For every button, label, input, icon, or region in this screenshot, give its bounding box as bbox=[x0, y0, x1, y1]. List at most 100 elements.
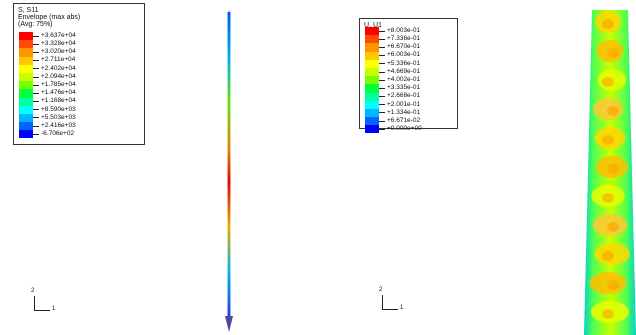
triad-x-label: 1 bbox=[400, 305, 404, 311]
legend-swatch bbox=[19, 97, 33, 106]
legend-value: +5.336e-01 bbox=[387, 59, 421, 67]
stress-legend: S, S11 Envelope (max abs) (Avg: 75%) +3.… bbox=[13, 3, 145, 145]
legend-value: +6.003e-01 bbox=[387, 51, 421, 59]
legend-row: +2.094e+04 bbox=[19, 72, 76, 82]
legend-value: +8.590e+03 bbox=[41, 105, 76, 113]
legend-swatch bbox=[365, 125, 379, 134]
legend-swatch bbox=[19, 32, 33, 41]
contour-blob-core bbox=[602, 135, 614, 145]
legend-swatch bbox=[365, 76, 379, 85]
legend-row: +4.002e-01 bbox=[365, 75, 422, 85]
legend-value: +3.637e+04 bbox=[41, 31, 76, 39]
legend-swatch bbox=[365, 51, 379, 60]
legend-row: +1.168e+04 bbox=[19, 97, 76, 106]
legend-scale: +8.003e-01 +7.336e-01 +6.670e-01 +6.003e-01… bbox=[365, 27, 422, 134]
legend-swatch bbox=[365, 84, 379, 93]
contour-blob-core bbox=[602, 77, 614, 87]
legend-row: +2.416e+03 bbox=[19, 121, 76, 131]
right-viewport: U, U1 +8.003e-01 +7.336e-01 +6.670e-01 +6.0… bbox=[318, 0, 636, 335]
legend-swatch bbox=[365, 27, 379, 36]
legend-row: +4.669e-01 bbox=[365, 67, 422, 77]
contour-blob-core bbox=[607, 280, 619, 290]
legend-swatch bbox=[19, 64, 33, 73]
legend-swatch bbox=[365, 35, 379, 44]
legend-value: +4.669e-01 bbox=[387, 67, 421, 75]
legend-value: +6.671e-02 bbox=[387, 116, 421, 124]
legend-row: +8.003e-01 bbox=[365, 27, 422, 36]
left-viewport: S, S11 Envelope (max abs) (Avg: 75%) +3.… bbox=[13, 3, 233, 332]
legend-row: -6.706e+02 bbox=[19, 130, 76, 139]
legend-value: +2.668e-01 bbox=[387, 92, 421, 100]
legend-value: +1.334e-01 bbox=[387, 108, 421, 116]
legend-row: +3.020e+04 bbox=[19, 48, 76, 57]
legend-title-line: S, S11 bbox=[18, 7, 39, 14]
legend-row: +2.711e+04 bbox=[19, 56, 76, 65]
triad-y-label: 2 bbox=[379, 287, 383, 293]
legend-swatch bbox=[19, 56, 33, 65]
legend-row: +0.000e+00 bbox=[365, 125, 422, 134]
legend-value: +3.335e-01 bbox=[387, 84, 421, 92]
contour-blob-core bbox=[607, 164, 619, 174]
contour-blob-core bbox=[602, 193, 614, 203]
legend-row: +3.637e+04 bbox=[19, 31, 76, 41]
legend-swatch bbox=[19, 122, 33, 131]
legend-swatch bbox=[19, 89, 33, 98]
legend-value: +2.402e+04 bbox=[41, 64, 76, 72]
legend-value: +2.001e-01 bbox=[387, 100, 421, 108]
contour-blob-core bbox=[602, 19, 614, 29]
legend-row: +2.402e+04 bbox=[19, 64, 76, 73]
legend-swatch bbox=[365, 100, 379, 109]
displacement-contour-model bbox=[584, 10, 636, 335]
legend-swatch bbox=[19, 72, 33, 82]
legend-swatch bbox=[19, 81, 33, 90]
legend-value: +1.476e+04 bbox=[41, 89, 76, 97]
legend-value: +2.416e+03 bbox=[41, 121, 76, 129]
legend-row: +1.334e-01 bbox=[365, 108, 422, 118]
displacement-legend: U, U1 +8.003e-01 +7.336e-01 +6.670e-01 +6.0… bbox=[359, 18, 458, 134]
legend-row: +1.785e+04 bbox=[19, 81, 76, 90]
triad-x-label: 1 bbox=[52, 306, 56, 312]
legend-value: +1.168e+04 bbox=[41, 97, 76, 105]
legend-row: +6.670e-01 bbox=[365, 43, 422, 52]
axis-triad: 2 1 bbox=[31, 288, 62, 316]
legend-row: +7.336e-01 bbox=[365, 35, 422, 44]
legend-row: +2.668e-01 bbox=[365, 92, 422, 101]
beam-model bbox=[225, 10, 233, 332]
contour-blob-core bbox=[607, 48, 619, 58]
legend-row: +6.003e-01 bbox=[365, 51, 422, 60]
legend-value: +6.670e-01 bbox=[387, 43, 421, 51]
legend-swatch bbox=[19, 40, 33, 49]
legend-value: +0.000e+00 bbox=[387, 125, 422, 133]
legend-title-line: U, U1 bbox=[364, 22, 382, 29]
contour-blob-core bbox=[607, 222, 619, 232]
axis-triad: 2 1 bbox=[379, 287, 410, 315]
contour-blob-core bbox=[607, 106, 619, 116]
legend-title-line: Envelope (max abs) bbox=[18, 14, 81, 21]
legend-swatch bbox=[365, 59, 379, 68]
legend-swatch bbox=[365, 108, 379, 118]
legend-title-line: (Avg: 75%) bbox=[18, 21, 53, 28]
legend-row: +6.671e-02 bbox=[365, 116, 422, 126]
legend-value: +4.002e-01 bbox=[387, 75, 421, 83]
legend-value: -6.706e+02 bbox=[41, 130, 75, 138]
legend-swatch bbox=[365, 67, 379, 77]
legend-swatch bbox=[19, 105, 33, 114]
legend-row: +5.503e+03 bbox=[19, 113, 76, 123]
legend-row: +2.001e-01 bbox=[365, 100, 422, 109]
legend-value: +5.503e+03 bbox=[41, 113, 76, 121]
legend-value: +2.711e+04 bbox=[41, 56, 76, 64]
legend-value: +3.328e+04 bbox=[41, 40, 76, 48]
legend-row: +5.336e-01 bbox=[365, 59, 422, 68]
legend-swatch bbox=[19, 130, 33, 139]
legend-swatch bbox=[365, 43, 379, 52]
legend-swatch bbox=[19, 48, 33, 57]
legend-row: +3.335e-01 bbox=[365, 84, 422, 93]
legend-swatch bbox=[19, 113, 33, 123]
legend-value: +2.094e+04 bbox=[41, 72, 76, 80]
contour-blob-core bbox=[602, 309, 614, 319]
legend-row: +3.328e+04 bbox=[19, 40, 76, 49]
legend-swatch bbox=[365, 92, 379, 101]
legend-row: +8.590e+03 bbox=[19, 105, 76, 114]
legend-scale: +3.637e+04 +3.328e+04 +3.020e+04 +2.711e+04… bbox=[19, 31, 76, 139]
legend-value: +3.020e+04 bbox=[41, 48, 76, 56]
